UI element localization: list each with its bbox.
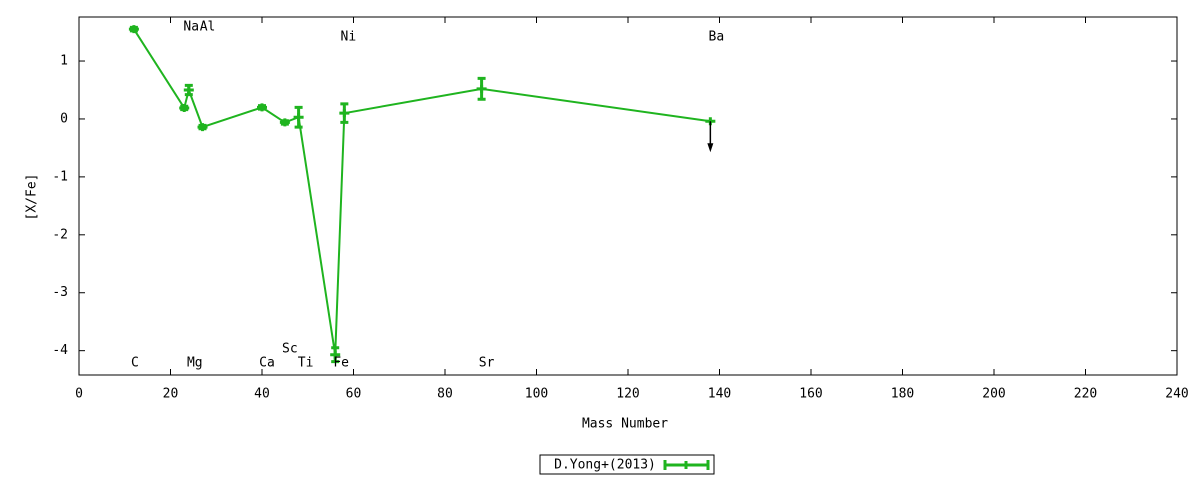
element-label: Ca [259,356,275,371]
legend-box [539,454,715,475]
point [257,103,267,112]
x-tick-label: 180 [891,387,914,402]
x-tick-label: 240 [1165,387,1188,402]
y-tick-label: 1 [60,54,68,69]
point [197,123,208,132]
x-tick-label: 160 [799,387,822,402]
upper-limit-arrowhead [707,143,714,153]
x-axis-label: Mass Number [582,417,668,432]
element-label: Na [183,20,199,35]
point [339,109,350,118]
point [476,84,487,93]
element-label: Al [200,20,216,35]
point [293,113,304,122]
x-tick-label: 60 [346,387,362,402]
point [279,118,290,127]
element-label: Ti [298,356,314,371]
x-tick-label: 120 [616,387,639,402]
x-tick-label: 220 [1074,387,1097,402]
y-tick-label: -1 [52,169,68,184]
y-tick-label: 0 [60,111,68,126]
x-tick-label: 100 [525,387,548,402]
point [183,85,194,94]
x-tick-label: 200 [982,387,1005,402]
legend-label: D.Yong+(2013) [554,458,656,473]
x-tick-label: 20 [163,387,179,402]
element-label: C [131,356,139,371]
element-label: Ba [709,30,725,45]
y-tick-label: -4 [52,343,68,358]
plot-frame [78,16,1178,376]
legend-swatch [663,460,710,470]
x-tick-label: 140 [708,387,731,402]
y-axis-label: [X/Fe] [25,174,40,221]
element-label: Sc [282,342,298,357]
element-label: Sr [479,356,495,371]
x-tick-label: 80 [437,387,453,402]
x-tick-label: 40 [254,387,270,402]
point [179,103,190,112]
series-line [133,28,711,355]
y-tick-label: -2 [52,227,68,242]
element-label: Mg [187,356,203,371]
point [330,350,341,359]
element-label: Fe [333,356,349,371]
x-tick-label: 0 [75,387,83,402]
point [128,25,139,34]
element-label: Ni [341,30,357,45]
y-tick-label: -3 [52,285,68,300]
